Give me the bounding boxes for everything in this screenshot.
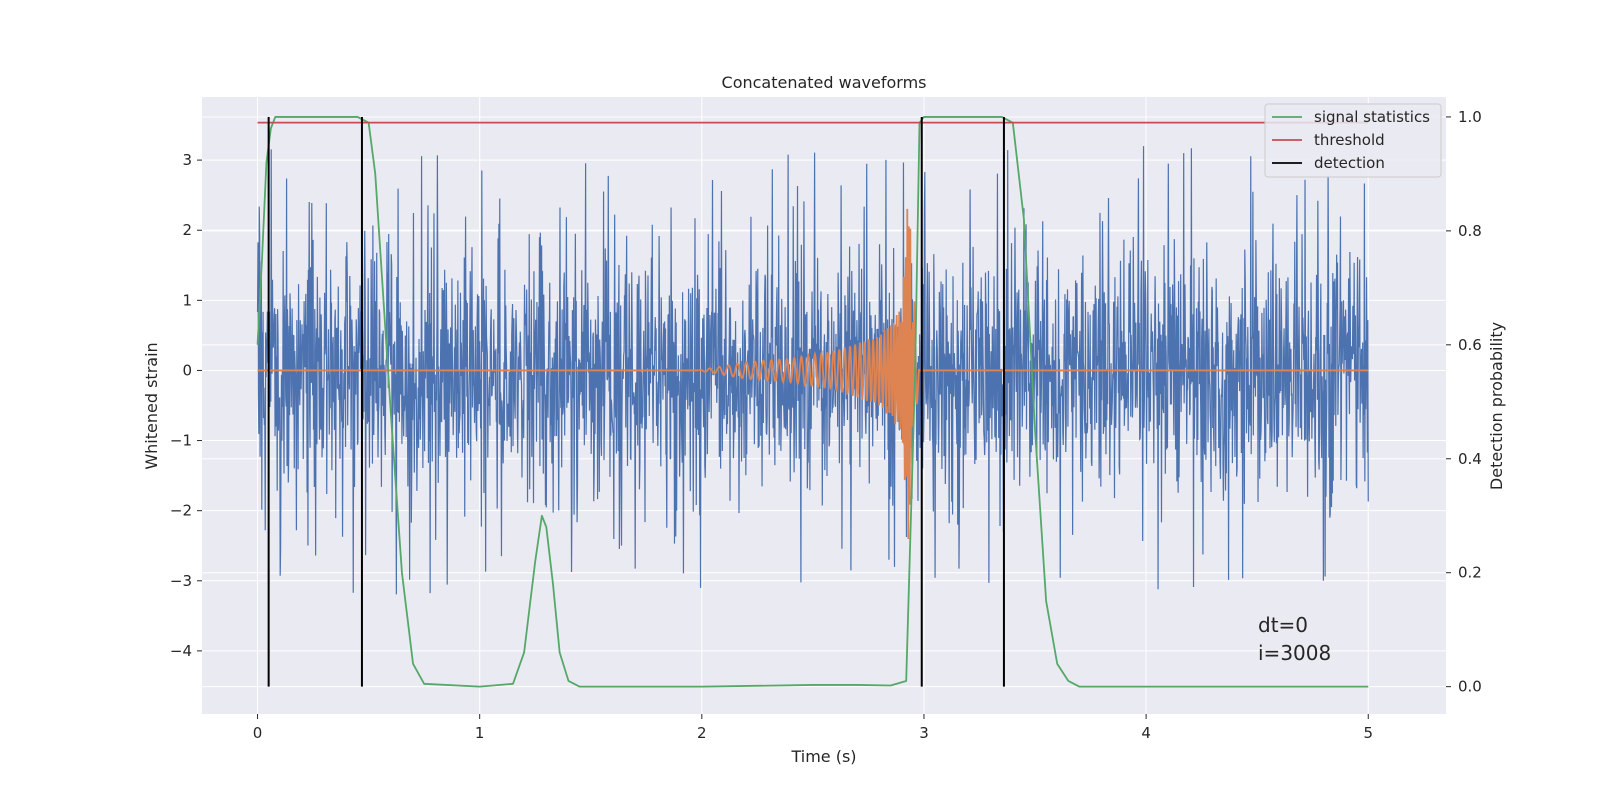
y-tick-label: 1 bbox=[182, 291, 192, 309]
legend-box bbox=[1264, 103, 1442, 178]
y-right-tick-label: 0.2 bbox=[1458, 564, 1482, 582]
y-right-tick-label: 1.0 bbox=[1458, 108, 1482, 126]
y-tick-label: 2 bbox=[182, 221, 192, 239]
y-tick-label: −3 bbox=[170, 572, 192, 590]
y-tick-label: −1 bbox=[170, 432, 192, 450]
y-tick-label: 0 bbox=[182, 361, 192, 379]
legend: signal statistics threshold detection bbox=[1264, 103, 1442, 178]
x-tick-label: 2 bbox=[697, 724, 707, 742]
series-signal-statistics bbox=[256, 116, 1369, 688]
series-whitened-strain-noise bbox=[256, 146, 1369, 595]
y-right-tick-label: 0.8 bbox=[1458, 222, 1482, 240]
y-tick-label: 3 bbox=[182, 151, 192, 169]
x-tick-label: 1 bbox=[475, 724, 485, 742]
x-tick-label: 5 bbox=[1363, 724, 1373, 742]
legend-label-signal-statistics: signal statistics bbox=[1314, 108, 1430, 126]
ticks: 0 1 2 3 4 5 −4 −3 −2 −1 0 1 2 3 0.0 0.2 0.4 0.6 0.8 1.0 bbox=[170, 108, 1482, 742]
x-axis-label: Time (s) bbox=[790, 747, 856, 766]
series-injected-waveform bbox=[257, 208, 1369, 540]
x-tick-label: 0 bbox=[253, 724, 263, 742]
y-axis-label-right: Detection probability bbox=[1487, 322, 1506, 490]
chart-title: Concatenated waveforms bbox=[722, 73, 927, 92]
x-tick-label: 3 bbox=[919, 724, 929, 742]
x-tick-label: 4 bbox=[1141, 724, 1151, 742]
legend-label-detection: detection bbox=[1314, 154, 1385, 172]
legend-label-threshold: threshold bbox=[1314, 131, 1385, 149]
y-right-tick-label: 0.6 bbox=[1458, 336, 1482, 354]
y-right-tick-label: 0.0 bbox=[1458, 678, 1482, 696]
annotation-i: i=3008 bbox=[1258, 641, 1331, 665]
series-layer bbox=[256, 116, 1369, 688]
y-right-tick-label: 0.4 bbox=[1458, 450, 1482, 468]
y-tick-label: −2 bbox=[170, 502, 192, 520]
annotation-dt: dt=0 bbox=[1258, 613, 1308, 637]
y-axis-label: Whitened strain bbox=[142, 342, 161, 469]
y-tick-label: −4 bbox=[170, 642, 192, 660]
